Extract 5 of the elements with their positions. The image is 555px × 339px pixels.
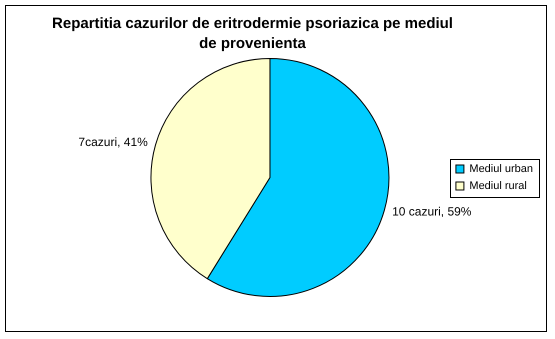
data-label: 10 cazuri, 59% (392, 204, 472, 219)
legend-label: Mediul urban (469, 163, 533, 176)
legend-label: Mediul rural (469, 180, 527, 192)
data-label: 7cazuri, 41% (78, 135, 148, 150)
chart-title: Repartitia cazurilor de eritrodermie psoriazica pe mediul de provenienta (51, 14, 454, 54)
